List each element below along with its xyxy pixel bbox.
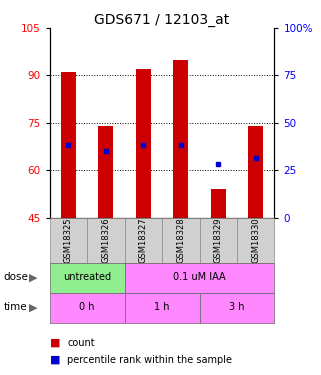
Text: GSM18326: GSM18326 xyxy=(101,217,110,263)
Text: 0.1 uM IAA: 0.1 uM IAA xyxy=(173,273,226,282)
Bar xyxy=(200,217,237,262)
Text: ▶: ▶ xyxy=(29,273,37,282)
Bar xyxy=(50,262,125,292)
Text: ▶: ▶ xyxy=(29,303,37,312)
Text: dose: dose xyxy=(3,273,28,282)
Text: GSM18330: GSM18330 xyxy=(251,217,260,263)
Text: ■: ■ xyxy=(50,355,60,365)
Bar xyxy=(125,292,200,322)
Title: GDS671 / 12103_at: GDS671 / 12103_at xyxy=(94,13,230,27)
Bar xyxy=(125,217,162,262)
Text: count: count xyxy=(67,338,95,348)
Text: 3 h: 3 h xyxy=(229,303,245,312)
Text: untreated: untreated xyxy=(63,273,111,282)
Bar xyxy=(162,217,200,262)
Text: 0 h: 0 h xyxy=(80,303,95,312)
Text: GSM18329: GSM18329 xyxy=(214,217,223,263)
Bar xyxy=(211,189,226,217)
Bar xyxy=(87,217,125,262)
Text: GSM18325: GSM18325 xyxy=(64,217,73,263)
Bar xyxy=(50,292,125,322)
Text: time: time xyxy=(3,303,27,312)
Bar xyxy=(136,69,151,218)
Text: GSM18327: GSM18327 xyxy=(139,217,148,263)
Bar xyxy=(173,60,188,217)
Bar xyxy=(99,126,113,218)
Bar xyxy=(200,292,274,322)
Bar xyxy=(50,217,87,262)
Bar xyxy=(61,72,76,217)
Bar xyxy=(248,126,263,218)
Text: GSM18328: GSM18328 xyxy=(176,217,185,263)
Text: 1 h: 1 h xyxy=(154,303,170,312)
Text: percentile rank within the sample: percentile rank within the sample xyxy=(67,355,232,365)
Bar xyxy=(125,262,274,292)
Text: ■: ■ xyxy=(50,338,60,348)
Bar xyxy=(237,217,274,262)
